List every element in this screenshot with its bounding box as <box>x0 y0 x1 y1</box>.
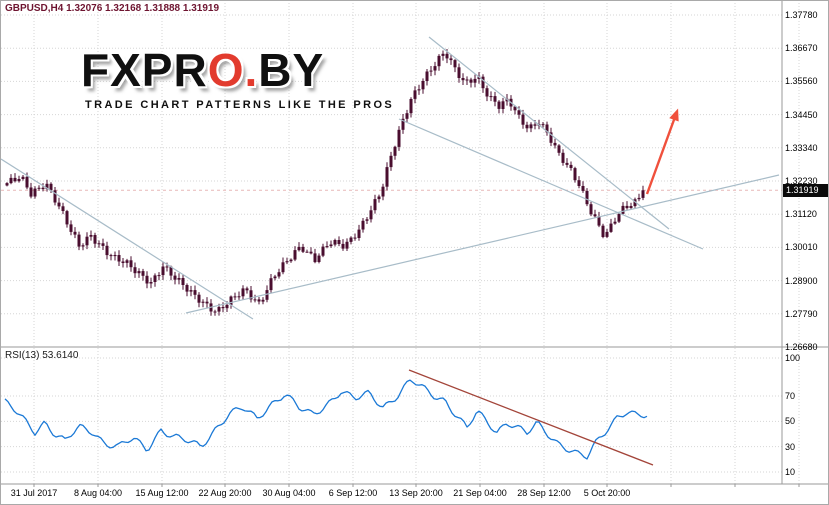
price-tick-label: 1.35560 <box>785 76 818 87</box>
time-tick-label: 28 Sep 12:00 <box>517 488 571 498</box>
panel-frames <box>1 1 828 485</box>
rsi-tick-label: 30 <box>785 441 796 452</box>
price-tick-label: 1.37780 <box>785 10 818 20</box>
price-tick-label: 1.26680 <box>785 342 818 352</box>
rsi-line-layer <box>4 369 654 466</box>
price-tick-label: 1.34450 <box>785 109 818 120</box>
time-tick-label: 6 Sep 12:00 <box>328 488 378 498</box>
overlay-lines <box>1 36 780 320</box>
price-tick-label: 1.33340 <box>785 142 818 153</box>
time-axis[interactable]: 31 Jul 2017 8 Aug 04:00 15 Aug 12:00 22 Aug… <box>1 488 828 504</box>
rsi-tick-label: 50 <box>785 416 796 427</box>
rsi-indicator-label: RSI(13) 53.6140 <box>5 350 79 361</box>
current-price-tag: 1.31919 <box>783 183 828 197</box>
rsi-tick-label: 10 <box>785 467 796 477</box>
grid-layer <box>1 3 800 487</box>
ascending-support-line <box>185 174 780 314</box>
logo-letter-o: O <box>207 44 245 96</box>
price-tick-label: 1.28900 <box>785 275 818 286</box>
price-tick-label: 1.30010 <box>785 242 818 253</box>
time-tick-label: 31 Jul 2017 <box>10 488 58 498</box>
forecast-arrow <box>645 116 677 195</box>
logo-text: FXPRO.BY <box>81 45 394 96</box>
price-axis[interactable]: 1.37780 1.36670 1.35560 1.34450 1.33340 1.322… <box>784 1 828 484</box>
logo-text-by: BY <box>258 44 325 96</box>
price-tick-label: 1.31120 <box>785 209 817 220</box>
time-tick-label: 5 Oct 20:00 <box>583 488 631 498</box>
time-tick-label: 8 Aug 04:00 <box>73 488 123 498</box>
candles-layer <box>5 49 645 316</box>
logo-dot: . <box>244 44 259 96</box>
time-tick-label: 13 Sep 20:00 <box>389 488 443 498</box>
rsi-descending-trendline <box>408 369 654 466</box>
price-tick-label: 1.36670 <box>785 43 818 54</box>
descending-channel-lower <box>398 118 704 250</box>
time-tick-label: 15 Aug 12:00 <box>135 488 189 498</box>
time-tick-label: 22 Aug 20:00 <box>198 488 252 498</box>
time-tick-label: 30 Aug 04:00 <box>262 488 316 498</box>
watermark-logo: FXPRO.BY TRADE CHART PATTERNS LIKE THE P… <box>81 45 394 111</box>
symbol-ohlc-header: GBPUSD,H4 1.32076 1.32168 1.31888 1.3191… <box>5 3 220 14</box>
forecast-arrow-head <box>669 108 679 122</box>
logo-text-fxpr: FXPR <box>81 44 208 96</box>
rsi-tick-label: 70 <box>785 391 796 401</box>
descending-channel-upper <box>428 36 670 230</box>
left-descending-trendline <box>1 158 254 320</box>
time-tick-label: 21 Sep 04:00 <box>453 488 507 498</box>
logo-tagline: TRADE CHART PATTERNS LIKE THE PROS <box>85 98 395 111</box>
price-tick-label: 1.27790 <box>785 308 818 319</box>
rsi-tick-label: 100 <box>785 353 801 363</box>
rsi-value-axis: 100 70 50 30 10 <box>784 1 828 484</box>
price-tick-label: 1.32230 <box>785 176 818 186</box>
rsi-line <box>4 379 648 460</box>
